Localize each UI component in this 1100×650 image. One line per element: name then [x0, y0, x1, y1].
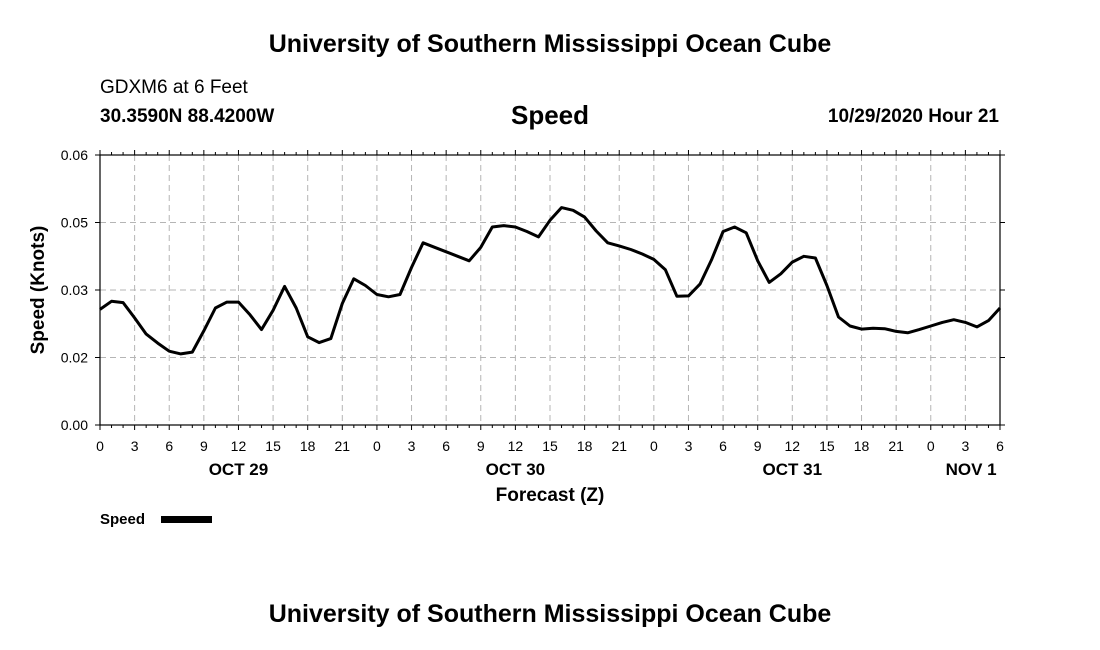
- x-tick-label: 9: [477, 438, 485, 454]
- coordinates-label: 30.3590N 88.4200W: [100, 106, 275, 127]
- x-tick-label: 18: [577, 438, 593, 454]
- y-tick-label: 0.03: [61, 282, 88, 298]
- date-label: OCT 30: [486, 460, 546, 479]
- y-tick-label: 0.00: [61, 417, 88, 433]
- x-tick-label: 15: [542, 438, 558, 454]
- x-tick-label: 12: [785, 438, 801, 454]
- x-tick-label: 0: [927, 438, 935, 454]
- x-tick-label: 18: [300, 438, 316, 454]
- date-label: OCT 31: [763, 460, 823, 479]
- x-tick-label: 9: [200, 438, 208, 454]
- legend-swatch: [161, 516, 212, 523]
- y-axis-title: Speed (Knots): [28, 226, 49, 355]
- x-tick-label: 0: [373, 438, 381, 454]
- x-tick-label: 15: [265, 438, 281, 454]
- x-tick-label: 0: [650, 438, 658, 454]
- x-tick-label: 9: [754, 438, 762, 454]
- x-tick-label: 3: [961, 438, 969, 454]
- y-tick-label: 0.06: [61, 147, 88, 163]
- x-tick-label: 6: [719, 438, 727, 454]
- x-tick-label: 18: [854, 438, 870, 454]
- x-tick-label: 6: [996, 438, 1004, 454]
- x-tick-label: 3: [131, 438, 139, 454]
- plot-frame: [99, 154, 1001, 426]
- timestamp-label: 10/29/2020 Hour 21: [827, 106, 999, 127]
- x-tick-label: 12: [231, 438, 247, 454]
- chart-title-top: University of Southern Mississippi Ocean…: [268, 30, 832, 58]
- speed-series-line: [99, 206, 1002, 356]
- parameter-title: Speed: [510, 100, 590, 130]
- y-tick-label: 0.02: [61, 350, 88, 366]
- y-tick-label: 0.05: [61, 215, 88, 231]
- x-axis-title: Forecast (Z): [496, 485, 605, 506]
- x-tick-label: 21: [888, 438, 904, 454]
- x-tick-label: 6: [165, 438, 173, 454]
- legend-label: Speed: [100, 511, 145, 528]
- date-label: OCT 29: [209, 460, 269, 479]
- x-tick-label: 3: [408, 438, 416, 454]
- x-tick-label: 21: [335, 438, 351, 454]
- x-tick-label: 0: [96, 438, 104, 454]
- date-label: NOV 1: [946, 460, 997, 479]
- x-tick-label: 12: [508, 438, 524, 454]
- chart-title-bottom: University of Southern Mississippi Ocean…: [268, 600, 832, 628]
- x-tick-label: 15: [819, 438, 835, 454]
- x-tick-label: 21: [611, 438, 627, 454]
- x-tick-label: 3: [685, 438, 693, 454]
- station-label: GDXM6 at 6 Feet: [100, 77, 248, 98]
- x-tick-label: 6: [442, 438, 450, 454]
